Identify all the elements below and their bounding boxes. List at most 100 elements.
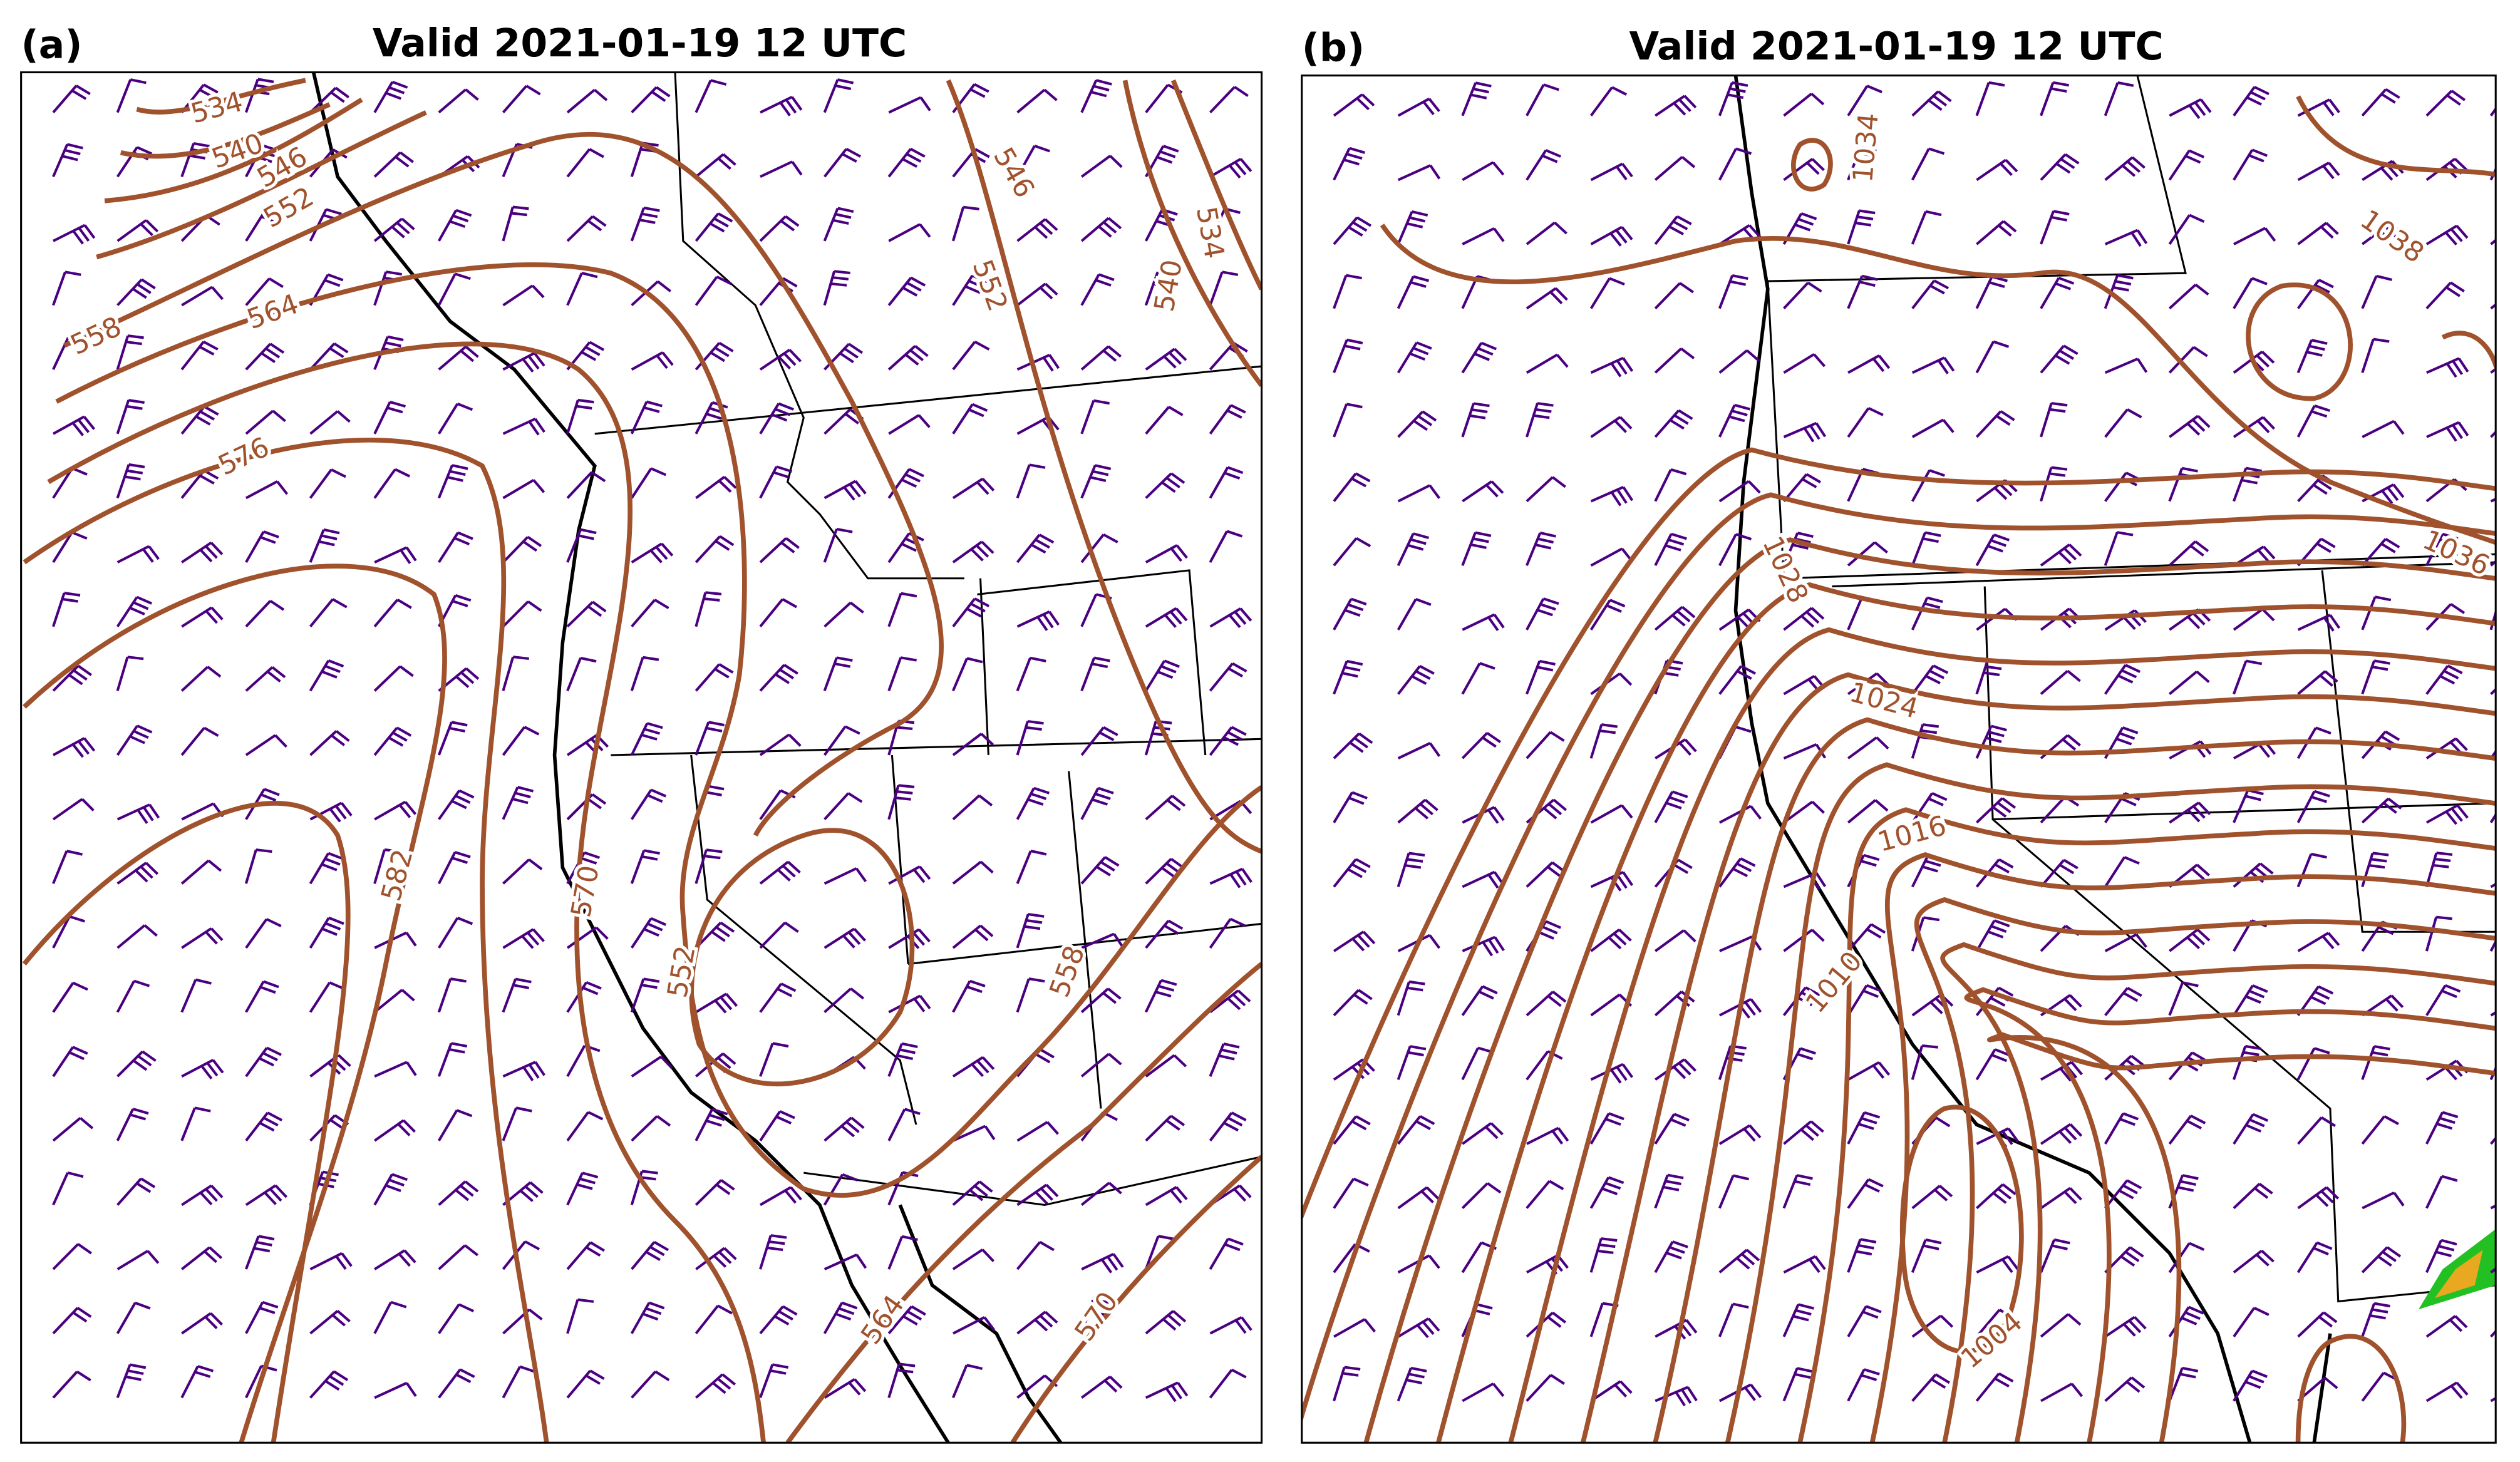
wind-barb	[566, 656, 597, 692]
wind-barb	[1461, 341, 1497, 374]
wind-barb	[1209, 1237, 1244, 1270]
wind-barb	[2104, 856, 2140, 888]
wind-barb	[502, 85, 541, 113]
wind-barb	[887, 656, 917, 692]
wind-barb	[2168, 1242, 2205, 1274]
wind-barb	[759, 860, 801, 885]
wind-barb	[1654, 605, 1696, 631]
wind-barb	[1145, 145, 1179, 178]
wind-barb	[2425, 664, 2463, 695]
wind-barb	[1654, 156, 1696, 181]
wind-barb	[245, 480, 289, 500]
wind-barb	[52, 850, 83, 885]
wind-barb	[1209, 1042, 1240, 1077]
wind-barb	[374, 931, 417, 949]
wind-barb	[2168, 1051, 2207, 1081]
contour-label: 1010	[1800, 945, 1869, 1019]
wind-barb	[1911, 147, 1945, 181]
wind-barb	[1333, 1058, 1375, 1081]
wind-barb	[1397, 1254, 1440, 1274]
wind-barb	[1526, 353, 1569, 374]
wind-barb	[180, 1106, 211, 1141]
wind-barb	[245, 530, 279, 564]
wind-barb	[116, 1301, 151, 1334]
wind-barb	[116, 1363, 147, 1399]
wind-barb	[244, 78, 274, 113]
wind-barb	[759, 1305, 798, 1335]
wind-barb	[1145, 858, 1185, 885]
wind-barb	[1016, 786, 1050, 820]
wind-barb	[437, 721, 468, 756]
wind-barb	[1847, 406, 1884, 438]
wind-barb	[116, 278, 156, 306]
contour-line	[1436, 582, 2496, 1443]
contour-line	[2296, 95, 2496, 177]
wind-barb	[1144, 719, 1172, 756]
wind-barb	[760, 160, 803, 178]
wind-barb	[1718, 81, 1748, 116]
wind-barb	[1145, 919, 1184, 949]
wind-barb	[502, 726, 540, 756]
wind-barb	[1333, 216, 1372, 245]
contour-label: 1034	[1847, 111, 1884, 183]
wind-barb	[1655, 929, 1696, 952]
wind-barb	[952, 733, 994, 756]
wind-barb	[309, 801, 353, 823]
wind-barb	[1976, 1255, 2019, 1274]
wind-barb	[116, 334, 144, 370]
wind-barb	[2361, 274, 2393, 309]
wind-barb	[245, 1046, 282, 1078]
wind-barb	[2361, 337, 2390, 373]
wind-barb	[116, 595, 153, 627]
contour-line	[2295, 1334, 2407, 1443]
wind-barb	[566, 1241, 605, 1270]
wind-barb	[952, 274, 988, 306]
contour-line	[63, 131, 944, 837]
wind-barb	[2297, 1186, 2340, 1210]
wind-barb	[116, 924, 158, 949]
wind-barb	[1209, 270, 1239, 306]
wind-barb	[1718, 1124, 1762, 1145]
contour-line	[23, 437, 549, 1443]
contour-line	[1581, 672, 2496, 1443]
panel-frame	[1301, 75, 2497, 1444]
wind-barb	[2104, 229, 2148, 247]
wind-barb	[1397, 665, 1435, 695]
wind-barb	[437, 1042, 468, 1077]
wind-barb	[953, 1125, 996, 1142]
wind-barb	[1397, 97, 1440, 117]
wind-barb	[566, 341, 605, 371]
wind-barb	[1209, 607, 1252, 629]
wind-barb	[1526, 1126, 1569, 1145]
wind-barb	[566, 88, 608, 114]
wind-barb	[952, 657, 983, 692]
border	[594, 72, 1262, 1207]
wind-barb	[245, 666, 286, 692]
wind-barb	[887, 784, 915, 820]
wind-barb	[2104, 408, 2142, 438]
wind-barb	[952, 477, 995, 500]
wind-barb	[1397, 980, 1425, 1016]
wind-barb	[2168, 1174, 2199, 1209]
wind-barb	[1016, 977, 1045, 1013]
wind-barb	[1975, 797, 2017, 824]
wind-barb	[566, 926, 609, 949]
wind-barb	[1016, 610, 1060, 631]
wind-barb	[2040, 795, 2080, 824]
wind-barb	[887, 592, 917, 627]
wind-barb	[824, 1254, 867, 1270]
wind-barb	[1975, 533, 2010, 567]
wind-barb	[759, 465, 793, 499]
wind-barb	[1526, 991, 1567, 1017]
wind-barb	[1589, 1237, 1618, 1273]
wind-barb	[1654, 347, 1695, 374]
wind-barb	[1016, 1121, 1060, 1142]
wind-barb	[1783, 1255, 1826, 1274]
wind-barb	[181, 1059, 224, 1080]
wind-barb	[373, 401, 406, 435]
wind-barb	[2104, 1179, 2142, 1209]
wind-barb	[824, 480, 867, 501]
wind-barb	[181, 1312, 224, 1335]
wind-barb	[116, 1177, 156, 1206]
map-panel	[1301, 75, 2496, 1443]
